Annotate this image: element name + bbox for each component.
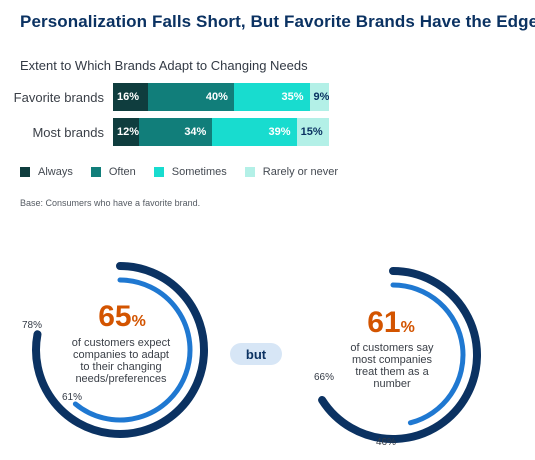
legend-label: Sometimes bbox=[171, 166, 227, 178]
legend-label: Often bbox=[108, 166, 136, 178]
bar-segment-sometimes-favorite: 35% bbox=[233, 83, 310, 111]
legend-swatch bbox=[90, 167, 101, 177]
right-headline-value: 61% bbox=[366, 306, 416, 340]
legend-swatch bbox=[153, 167, 164, 177]
legend-item-often: Often bbox=[90, 166, 136, 178]
legend-swatch bbox=[20, 167, 30, 177]
headline-unit: % bbox=[131, 313, 146, 330]
bar-segment-rarely-most: 15% bbox=[296, 118, 329, 146]
data-label: 35% bbox=[281, 91, 304, 103]
data-label: 9% bbox=[313, 91, 329, 103]
ring-right-inner-label: 46% bbox=[376, 437, 397, 448]
bar-segment-always-most: 12% bbox=[113, 118, 139, 146]
data-label: 12% bbox=[117, 126, 139, 138]
legend-swatch bbox=[244, 167, 255, 177]
bar-segment-often-most: 34% bbox=[138, 118, 213, 146]
ring-right-outer-arc bbox=[318, 267, 481, 443]
legend-item-sometimes: Sometimes bbox=[153, 166, 227, 178]
data-label: 15% bbox=[300, 126, 323, 138]
legend-item-always: Always bbox=[20, 166, 73, 178]
ring-left-inner-arc bbox=[72, 277, 193, 423]
data-label: 34% bbox=[184, 126, 207, 138]
headline-number: 61 bbox=[367, 306, 401, 339]
headline-number: 65 bbox=[98, 300, 132, 333]
data-label: 16% bbox=[117, 91, 140, 103]
ring-left-outer-arc bbox=[32, 262, 208, 438]
connector-pill: but bbox=[230, 343, 282, 365]
headline-unit: % bbox=[400, 319, 415, 336]
legend: Always Often Sometimes Rarely or never bbox=[20, 166, 356, 178]
ring-right-inner-arc bbox=[390, 282, 466, 426]
bar-segment-sometimes-most: 39% bbox=[212, 118, 297, 146]
data-label: 39% bbox=[268, 126, 291, 138]
legend-label: Always bbox=[38, 166, 73, 178]
legend-label: Rarely or never bbox=[262, 166, 338, 178]
bar-favorite-brands: 16% 40% 35% 9% bbox=[113, 83, 329, 111]
data-label: 40% bbox=[205, 91, 228, 103]
chart-title: Personalization Falls Short, But Favorit… bbox=[20, 12, 535, 31]
base-note: Base: Consumers who have a favorite bran… bbox=[20, 198, 201, 208]
bar-segment-always-favorite: 16% bbox=[113, 83, 148, 111]
bar-segment-often-favorite: 40% bbox=[147, 83, 234, 111]
ring-right-outer-label: 66% bbox=[314, 372, 335, 383]
left-headline-value: 65% bbox=[94, 300, 150, 334]
ring-left-inner-label: 61% bbox=[62, 392, 83, 403]
row-label-most-brands: Most brands bbox=[32, 125, 104, 140]
legend-item-rarely: Rarely or never bbox=[244, 166, 338, 178]
ring-left-outer-label: 78% bbox=[22, 320, 43, 331]
bar-most-brands: 12% 34% 39% 15% bbox=[113, 118, 329, 146]
right-caption: of customers say most companies treat th… bbox=[350, 342, 434, 390]
bar-chart-subtitle: Extent to Which Brands Adapt to Changing… bbox=[20, 58, 308, 73]
left-caption: of customers expect companies to adapt t… bbox=[71, 337, 171, 385]
bar-segment-rarely-favorite: 9% bbox=[309, 83, 329, 111]
row-label-favorite-brands: Favorite brands bbox=[13, 90, 104, 105]
